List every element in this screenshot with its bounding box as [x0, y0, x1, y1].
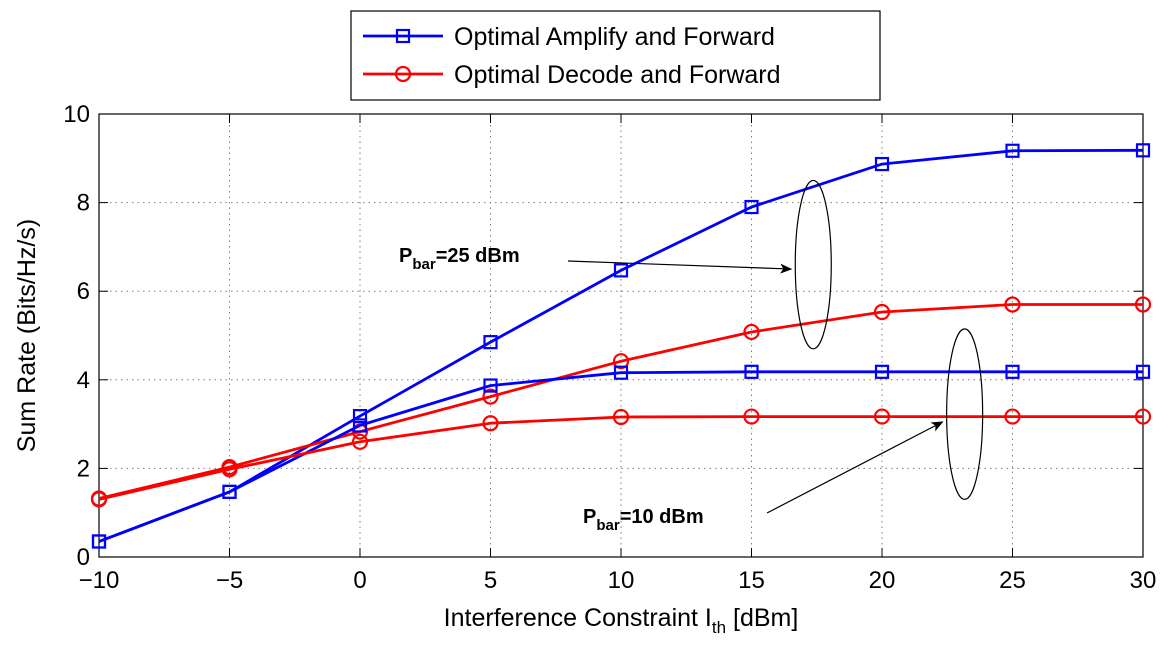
series-line [98, 303, 1143, 500]
data-point [1004, 408, 1021, 425]
x-tick-label: −10 [79, 567, 120, 594]
data-point [483, 335, 498, 350]
data-point [743, 323, 760, 341]
annotation-1: Pbar=25 dBm [399, 179, 832, 350]
series-4 [90, 408, 1152, 508]
y-tick-label: 2 [77, 455, 90, 482]
data-point [351, 433, 369, 450]
data-point [482, 388, 499, 405]
x-axis-label-subscript: th [712, 618, 726, 637]
data-point [1134, 296, 1152, 313]
data-point [613, 365, 629, 380]
y-tick-label: 0 [77, 544, 90, 571]
y-tick-label: 4 [77, 367, 90, 394]
data-point [874, 364, 890, 379]
legend-entry-1: Optimal Amplify and Forward [363, 23, 775, 51]
y-axis-label: Sum Rate (Bits/Hz/s) [13, 219, 41, 452]
annotations: Pbar=25 dBm Pbar=10 dBm [399, 179, 984, 534]
data-point [873, 303, 891, 321]
data-point [91, 534, 107, 549]
data-point [1005, 143, 1020, 158]
y-tick-label: 8 [77, 190, 90, 217]
series-3 [91, 364, 1151, 549]
axis-ticks: −10 −5 0 5 10 15 20 25 30 0 2 4 6 8 10 [63, 101, 1156, 594]
data-point [744, 364, 759, 379]
legend-marker [394, 65, 412, 83]
annotation-arrow [766, 421, 944, 514]
legend: Optimal Amplify and Forward Optimal Decod… [350, 10, 881, 101]
legend-box [350, 10, 881, 101]
series-line [98, 148, 1144, 543]
data-point [222, 484, 237, 499]
x-tick-label: 20 [869, 567, 896, 594]
annotation-arrow [567, 260, 793, 274]
data-point [221, 461, 238, 478]
data-point [1135, 143, 1151, 158]
legend-marker [395, 28, 411, 44]
x-tick-label: 0 [353, 567, 366, 594]
data-point [613, 263, 629, 278]
annotation-label: Pbar=25 dBm [399, 245, 520, 273]
data-point [1134, 408, 1152, 425]
series-line [98, 415, 1143, 501]
annotation-label: Pbar=10 dBm [583, 506, 704, 534]
data-point [612, 408, 630, 426]
y-tick-label: 6 [77, 278, 90, 305]
annotation-2: Pbar=10 dBm [583, 328, 984, 534]
data-point [874, 156, 890, 172]
data-point [482, 415, 499, 432]
legend-label: Optimal Amplify and Forward [454, 23, 775, 51]
x-tick-label: −5 [216, 567, 243, 594]
x-axis-label-unit: [dBm] [726, 604, 798, 632]
data-point [873, 408, 891, 425]
group-ellipse [794, 179, 832, 350]
series-line [98, 370, 1143, 543]
data-point [612, 353, 630, 370]
y-tick-label: 10 [63, 101, 90, 128]
legend-label: Optimal Decode and Forward [454, 61, 781, 89]
data-point [1135, 364, 1151, 379]
data-point [744, 199, 759, 215]
grid [99, 114, 1143, 557]
data-point [483, 378, 498, 393]
data-point [1005, 364, 1020, 379]
data-point [90, 491, 108, 508]
x-tick-label: 5 [484, 567, 497, 594]
x-tick-label: 15 [738, 567, 765, 594]
data-point [352, 418, 368, 433]
x-tick-label: 10 [608, 567, 635, 594]
legend-entry-2: Optimal Decode and Forward [363, 61, 781, 89]
x-axis-label: Interference Constraint Ith [dBm] [444, 604, 799, 637]
group-ellipse [946, 328, 984, 501]
data-series [90, 143, 1152, 549]
x-tick-label: 30 [1130, 567, 1157, 594]
data-point [352, 409, 368, 424]
x-axis-label-main: Interference Constraint I [444, 604, 712, 632]
data-point [1004, 296, 1021, 313]
x-tick-label: 25 [999, 567, 1026, 594]
data-point [743, 408, 760, 425]
